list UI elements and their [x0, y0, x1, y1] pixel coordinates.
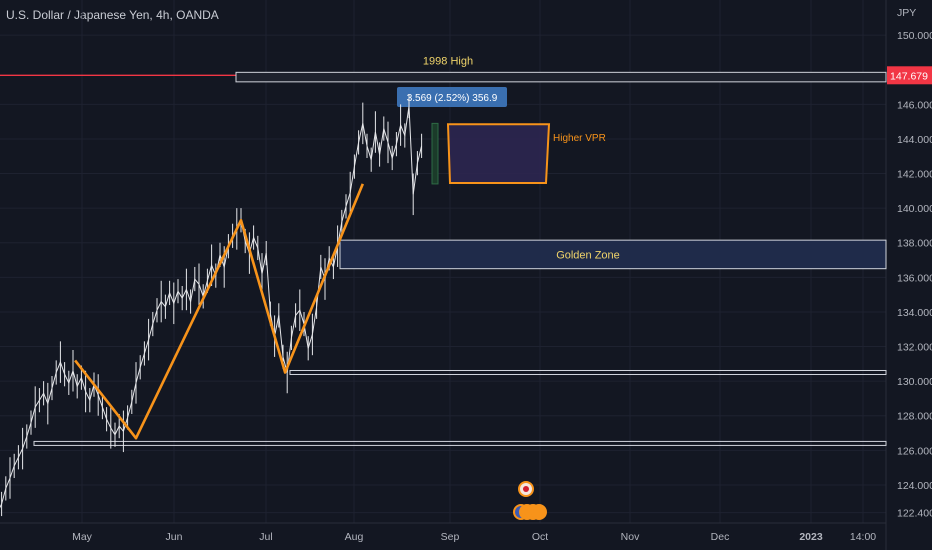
time-tick-label: 2023	[799, 531, 823, 543]
current-price-label: 147.679	[890, 70, 928, 82]
measure-tooltip-bg	[397, 87, 507, 107]
measure-bracket	[431, 122, 439, 185]
chart-title: U.S. Dollar / Japanese Yen, 4h, OANDA	[6, 8, 219, 22]
price-axis-unit: JPY	[897, 7, 916, 19]
time-tick-label: Sep	[441, 531, 460, 543]
zone-label-1: Golden Zone	[556, 249, 620, 261]
price-tick-label: 132.000	[897, 342, 932, 354]
price-series-line	[0, 106, 423, 509]
price-tick-label: 150.000	[897, 30, 932, 42]
price-tick-label: 134.000	[897, 307, 932, 319]
support-level-1	[33, 440, 887, 446]
time-tick-label: Dec	[711, 531, 730, 543]
time-tick-label: Oct	[532, 531, 548, 543]
price-tick-label: 124.000	[897, 480, 932, 492]
vpr-label: Higher VPR	[553, 133, 606, 144]
vpr-box	[446, 123, 551, 185]
time-tick-label: Aug	[345, 531, 364, 543]
zone-0	[235, 71, 887, 83]
current-price-badge	[887, 66, 932, 85]
economic-event-icon	[531, 504, 547, 520]
measure-tooltip-text: 3.569 (2.52%) 356.9	[407, 93, 498, 104]
price-tick-label: 128.000	[897, 411, 932, 423]
zigzag-line	[74, 183, 365, 440]
zone-1	[339, 239, 887, 270]
price-tick-label: 138.000	[897, 238, 932, 250]
price-tick-label: 130.000	[897, 376, 932, 388]
price-tick-label: 144.000	[897, 134, 932, 146]
time-tick-label: Jun	[166, 531, 183, 543]
price-tick-label: 142.000	[897, 169, 932, 181]
price-tick-label: 136.000	[897, 272, 932, 284]
time-tick-label: Nov	[621, 531, 640, 543]
japan-flag-dot-icon	[523, 486, 529, 492]
price-tick-label: 146.000	[897, 99, 932, 111]
zone-label-0: 1998 High	[423, 55, 473, 67]
price-tick-label: 126.000	[897, 445, 932, 457]
time-tick-label: May	[72, 531, 93, 543]
price-tick-label: 122.400	[897, 508, 932, 520]
price-tick-label: 140.000	[897, 203, 932, 215]
time-tick-label: Jul	[259, 531, 272, 543]
support-level-2	[289, 369, 887, 375]
time-tick-label: 14:00	[850, 531, 876, 543]
